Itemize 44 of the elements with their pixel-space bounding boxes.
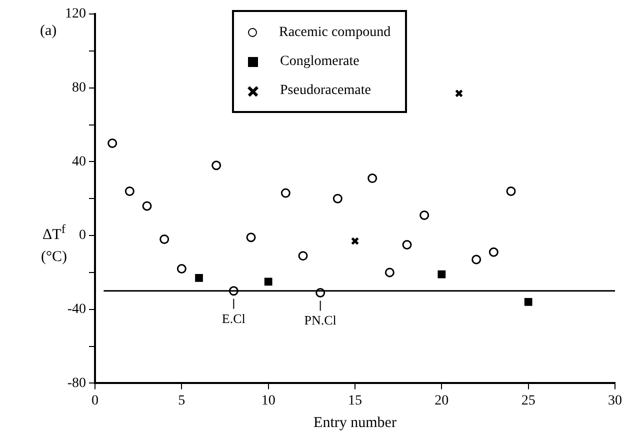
point bbox=[246, 232, 256, 242]
point bbox=[142, 201, 152, 211]
y-tick-label: 40 bbox=[72, 154, 86, 170]
legend-label: Racemic compound bbox=[279, 24, 391, 40]
point bbox=[472, 254, 482, 264]
point bbox=[506, 186, 516, 196]
x-axis-title: Entry number bbox=[314, 414, 396, 431]
point bbox=[454, 89, 464, 98]
point bbox=[402, 240, 412, 250]
point bbox=[264, 278, 272, 286]
point bbox=[212, 160, 222, 170]
y-tick-label: 0 bbox=[79, 228, 86, 244]
y-tick-label: 120 bbox=[65, 6, 86, 22]
x-tick-label: 10 bbox=[261, 393, 276, 408]
x-tick-label: 0 bbox=[92, 393, 98, 408]
point bbox=[384, 268, 394, 278]
point bbox=[108, 138, 118, 148]
point bbox=[332, 194, 342, 204]
point bbox=[350, 236, 360, 246]
point bbox=[280, 188, 290, 198]
annotation: E.Cl bbox=[222, 310, 246, 326]
x-tick-label: 15 bbox=[348, 393, 362, 408]
point bbox=[524, 298, 532, 306]
legend-label: Pseudoracemate bbox=[280, 82, 371, 98]
x-tick-label: 5 bbox=[178, 393, 186, 408]
y-axis-title: ΔT$^{f}$ (°C) bbox=[41, 222, 67, 265]
y-tick-label: -40 bbox=[67, 302, 86, 318]
y-tick-label: -80 bbox=[67, 376, 86, 391]
point bbox=[420, 210, 430, 220]
point bbox=[298, 251, 308, 261]
x-tick-label: 25 bbox=[521, 393, 536, 408]
point bbox=[368, 174, 378, 184]
point bbox=[176, 264, 186, 274]
point bbox=[195, 274, 203, 282]
point bbox=[488, 247, 498, 257]
x-tick-label: 20 bbox=[434, 393, 449, 408]
legend-label: Conglomerate bbox=[280, 54, 360, 70]
point bbox=[124, 186, 134, 196]
annotation: PN.Cl bbox=[304, 312, 337, 328]
point bbox=[438, 270, 446, 278]
text: (a) bbox=[40, 23, 57, 39]
y-tick-label: 80 bbox=[72, 80, 86, 96]
point bbox=[160, 234, 170, 244]
x-tick-label: 30 bbox=[608, 393, 622, 408]
